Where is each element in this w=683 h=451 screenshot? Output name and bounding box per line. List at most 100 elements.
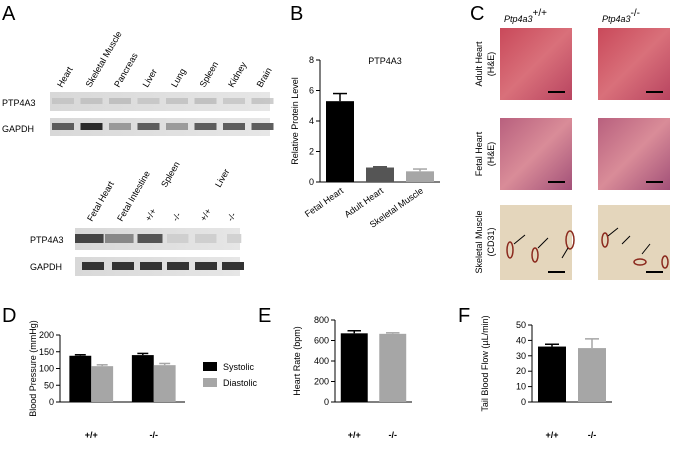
blot-band [137, 234, 163, 243]
blot-band [137, 123, 160, 130]
lane-label: Liver [213, 167, 231, 189]
lane-label: Brain [255, 66, 274, 89]
blot-band [223, 123, 245, 130]
blot-strip [50, 92, 270, 111]
lane-label: Spleen [198, 60, 221, 89]
panel-label: A [2, 3, 16, 25]
row-label: (CD31) [486, 227, 496, 256]
lane-label: Pancreas [112, 51, 140, 89]
row-label: Fetal Heart [474, 131, 484, 176]
bar [69, 355, 92, 402]
y-axis-label: Blood Pressure (mmHg) [28, 320, 38, 417]
blot-band [166, 123, 188, 130]
y-axis-label: Relative Protein Level [290, 77, 300, 165]
blot-band [223, 98, 245, 104]
blot-band [251, 98, 274, 104]
blot-band [195, 234, 217, 243]
lane-label: Spleen [159, 160, 182, 189]
column-header: Ptp4a3-/- [602, 8, 640, 24]
panel-label: B [290, 3, 303, 25]
blot-band [140, 262, 162, 270]
blot-band [109, 98, 131, 104]
x-tick-label: -/- [588, 430, 597, 440]
panel-label: D [2, 305, 16, 327]
row-label: (H&E) [486, 52, 496, 77]
column-header: Ptp4a3+/+ [504, 8, 547, 24]
y-tick-label: 0 [324, 397, 329, 407]
y-tick-label: 6 [309, 86, 314, 96]
lane-label: Heart [55, 65, 75, 89]
y-tick-label: 4 [309, 116, 314, 126]
legend-swatch [203, 378, 217, 387]
blot-band [194, 98, 217, 104]
panel-label: C [470, 3, 484, 25]
blot-band [109, 123, 131, 130]
blot-strip [50, 118, 270, 136]
panel-label: E [258, 305, 271, 327]
histology-image [500, 118, 572, 190]
histology-image [598, 205, 670, 280]
x-tick-label: +/+ [348, 430, 361, 440]
row-label: PTP4A3 [30, 235, 64, 245]
y-tick-label: 200 [39, 330, 54, 340]
y-tick-label: 30 [516, 351, 526, 361]
y-tick-label: 0 [49, 397, 54, 407]
histology-image [598, 118, 670, 190]
panel-label: F [458, 305, 470, 327]
lane-label: Lung [169, 67, 188, 89]
y-tick-label: 40 [516, 335, 526, 345]
scale-bars [548, 91, 663, 273]
blot-band [227, 234, 242, 243]
genotype-label: -/- [225, 211, 238, 223]
blot-band [80, 98, 103, 104]
bar [340, 333, 368, 402]
x-tick-label: Fetal Heart [303, 185, 346, 219]
y-tick-label: 2 [309, 147, 314, 157]
row-label: (H&E) [486, 142, 496, 167]
y-tick-label: 50 [44, 380, 54, 390]
row-label: Adult Heart [474, 41, 484, 87]
bar [538, 346, 566, 402]
y-axis-label: Tail Blood Flow (µL/min) [480, 315, 490, 411]
chart-title: PTP4A3 [368, 56, 402, 66]
y-tick-label: 50 [516, 320, 526, 330]
y-tick-label: 200 [314, 377, 329, 387]
blot-band [251, 123, 274, 130]
blot-band [195, 262, 217, 270]
lane-label: Liver [141, 67, 159, 89]
bar [379, 333, 407, 402]
genotype: +/+ [533, 8, 548, 19]
legend-swatch [203, 362, 217, 371]
legend-label: Diastolic [223, 378, 258, 388]
genotype-label: +/+ [143, 207, 158, 223]
x-tick-label: +/+ [85, 430, 98, 440]
histology-image [598, 28, 670, 100]
arrows [513, 227, 651, 259]
lane-label: Kidney [226, 60, 249, 89]
row-label: GAPDH [30, 262, 62, 272]
bar [406, 171, 434, 182]
y-tick-label: 10 [516, 382, 526, 392]
bar [91, 366, 114, 402]
y-tick-label: 0 [309, 177, 314, 187]
blot-band [137, 98, 160, 104]
histology-image [500, 28, 572, 100]
x-tick-label: -/- [150, 430, 159, 440]
row-label: Skeletal Muscle [474, 210, 484, 273]
blot-band [167, 234, 189, 243]
genotype-label: +/+ [198, 207, 213, 223]
y-tick-label: 600 [314, 336, 329, 346]
bar [326, 101, 354, 182]
x-tick-label: -/- [389, 430, 398, 440]
blot-band [75, 234, 104, 243]
row-label: PTP4A3 [2, 98, 36, 108]
y-tick-label: 150 [39, 347, 54, 357]
genotype: -/- [631, 8, 640, 19]
blot-band [166, 98, 188, 104]
bar [578, 348, 606, 402]
y-tick-label: 100 [39, 364, 54, 374]
blot-band [222, 262, 244, 270]
blot-band [52, 98, 74, 104]
gene: Ptp4a3 [504, 14, 533, 24]
